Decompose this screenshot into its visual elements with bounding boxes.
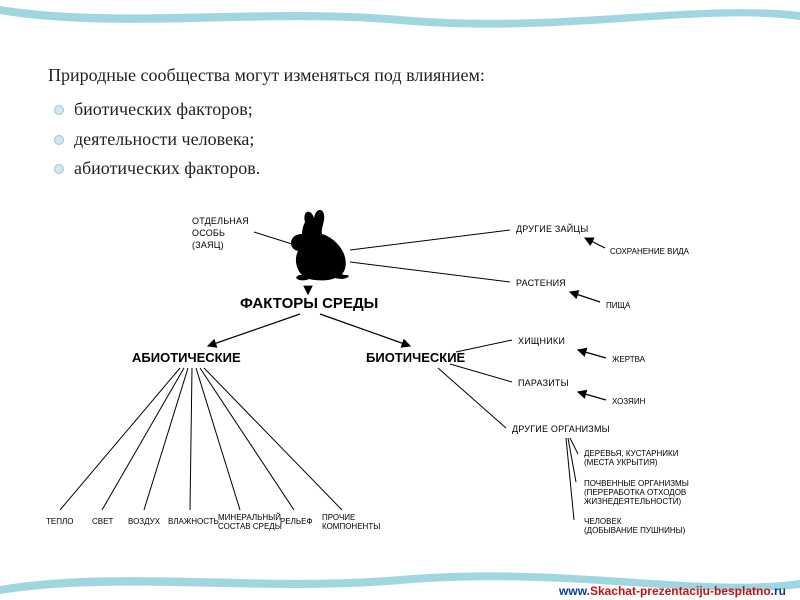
top-label: ОСОБЬ [192, 228, 225, 238]
footer-url: www.Skachat-prezentaciju-besplatno.ru [559, 584, 786, 598]
biotic-sub: ЖЕРТВА [612, 355, 646, 364]
biotic-sub: ХОЗЯИН [612, 397, 646, 406]
footer-prefix: www. [559, 584, 590, 598]
abiotic-leaf: СВЕТ [92, 517, 113, 526]
abiotic-leaf: МИНЕРАЛЬНЫЙ [218, 513, 281, 522]
top-label: (ЗАЯЦ) [192, 240, 224, 250]
abiotic-leaf: СОСТАВ СРЕДЫ [218, 522, 282, 531]
slide-background: Природные сообщества могут изменяться по… [0, 0, 800, 600]
intro-line: Природные сообщества могут изменяться по… [48, 62, 760, 89]
top-label: ОТДЕЛЬНАЯ [192, 216, 249, 226]
bullet-item: биотических факторов; [52, 95, 760, 125]
biotic-leaf: РАСТЕНИЯ [516, 278, 566, 288]
footer-suffix: .ru [771, 584, 786, 598]
bullet-item: деятельности человека; [52, 125, 760, 155]
biotic-sub: (ПЕРЕРАБОТКА ОТХОДОВ [584, 488, 686, 497]
biotic-sub: ДЕРЕВЬЯ, КУСТАРНИКИ [584, 449, 679, 458]
abiotic-label: АБИОТИЧЕСКИЕ [132, 350, 241, 365]
abiotic-leaf: РЕЛЬЕФ [280, 517, 313, 526]
biotic-sub: ЖИЗНЕДЕЯТЕЛЬНОСТИ) [584, 497, 681, 506]
slide-text: Природные сообщества могут изменяться по… [48, 62, 760, 184]
wave-top [0, 0, 800, 42]
abiotic-leaf: КОМПОНЕНТЫ [322, 522, 380, 531]
biotic-sub: (ДОБЫВАНИЕ ПУШНИНЫ) [584, 526, 686, 535]
center-label: ФАКТОРЫ СРЕДЫ [240, 295, 378, 312]
biotic-leaf: ПАРАЗИТЫ [518, 378, 569, 388]
abiotic-leaf: ВОЗДУХ [128, 517, 161, 526]
abiotic-leaf: ТЕПЛО [46, 517, 73, 526]
bullet-item: абиотических факторов. [52, 154, 760, 184]
biotic-leaf: ДРУГИЕ ЗАЙЦЫ [516, 223, 588, 234]
rabbit-icon [291, 210, 349, 280]
biotic-label: БИОТИЧЕСКИЕ [366, 350, 466, 365]
biotic-sub: СОХРАНЕНИЕ ВИДА [610, 247, 690, 256]
biotic-sub: ПОЧВЕННЫЕ ОРГАНИЗМЫ [584, 479, 689, 488]
bullet-list: биотических факторов; деятельности челов… [48, 95, 760, 184]
biotic-sub: ПИЩА [606, 301, 631, 310]
biotic-leaf: ДРУГИЕ ОРГАНИЗМЫ [512, 424, 610, 434]
abiotic-leaf: ВЛАЖНОСТЬ [168, 517, 219, 526]
abiotic-leaf: ПРОЧИЕ [322, 513, 355, 522]
biotic-sub: ЧЕЛОВЕК [584, 517, 622, 526]
footer-mid: Skachat-prezentaciju-besplatno [590, 584, 771, 598]
biotic-sub: (МЕСТА УКРЫТИЯ) [584, 458, 658, 467]
biotic-leaf: ХИЩНИКИ [518, 336, 565, 346]
factors-diagram: ОТДЕЛЬНАЯ ОСОБЬ (ЗАЯЦ) ФАКТОРЫ СРЕДЫ АБИ… [40, 210, 760, 555]
